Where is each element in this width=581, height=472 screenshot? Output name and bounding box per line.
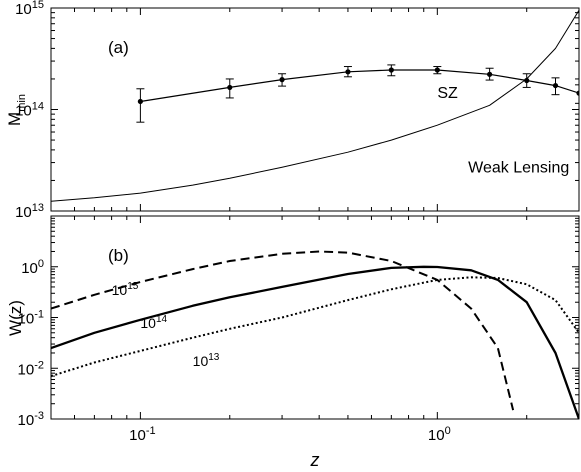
x-tick-label: 100 bbox=[428, 425, 451, 444]
panel-label: (a) bbox=[108, 38, 129, 57]
w-curve-1e13 bbox=[51, 276, 579, 378]
panel-a-series bbox=[51, 10, 579, 202]
w-curve-1e14 bbox=[51, 265, 579, 419]
panel-b-ylabel: W(z) bbox=[6, 300, 25, 336]
sz-data-point bbox=[434, 67, 440, 73]
x-axis-label: z bbox=[310, 450, 320, 470]
y-tick-label: 100 bbox=[21, 258, 44, 277]
panel-b-ticks bbox=[50, 216, 580, 420]
sz-data-point bbox=[576, 90, 579, 96]
sz-data-point bbox=[137, 98, 143, 105]
panel-a-frame bbox=[50, 7, 580, 212]
panel-a-ticks bbox=[50, 8, 580, 212]
panel-label: (b) bbox=[108, 246, 129, 265]
y-tick-label: 1014 bbox=[15, 101, 44, 120]
annotation-label: Weak Lensing bbox=[468, 159, 569, 176]
y-tick-label: 1013 bbox=[15, 202, 44, 221]
sz-data-point bbox=[552, 82, 559, 89]
sz-data-point bbox=[487, 71, 493, 77]
panel-a-ylabel: Mmin bbox=[5, 94, 28, 126]
sz-data-point bbox=[279, 77, 285, 83]
y-tick-label: 10-3 bbox=[18, 410, 44, 429]
series-label-1e14: 1014 bbox=[140, 314, 167, 331]
panel-b-series bbox=[51, 250, 579, 419]
y-tick-label: 10-2 bbox=[18, 359, 44, 378]
y-tick-label: 10-1 bbox=[18, 309, 44, 328]
annotation-label: SZ bbox=[437, 85, 458, 102]
panel-b-frame bbox=[50, 215, 580, 420]
sz-data-point bbox=[345, 69, 351, 75]
sz-data-point bbox=[227, 84, 233, 91]
series-label-1e13: 1013 bbox=[193, 352, 220, 369]
w-curve-1e15 bbox=[51, 250, 515, 411]
x-tick-label: 10-1 bbox=[129, 425, 155, 444]
series-label-1e15: 1015 bbox=[112, 281, 139, 298]
sz-series-line bbox=[140, 69, 579, 103]
sz-data-point bbox=[388, 67, 394, 73]
y-tick-label: 1015 bbox=[15, 0, 44, 18]
weak-lensing-line bbox=[51, 10, 579, 202]
